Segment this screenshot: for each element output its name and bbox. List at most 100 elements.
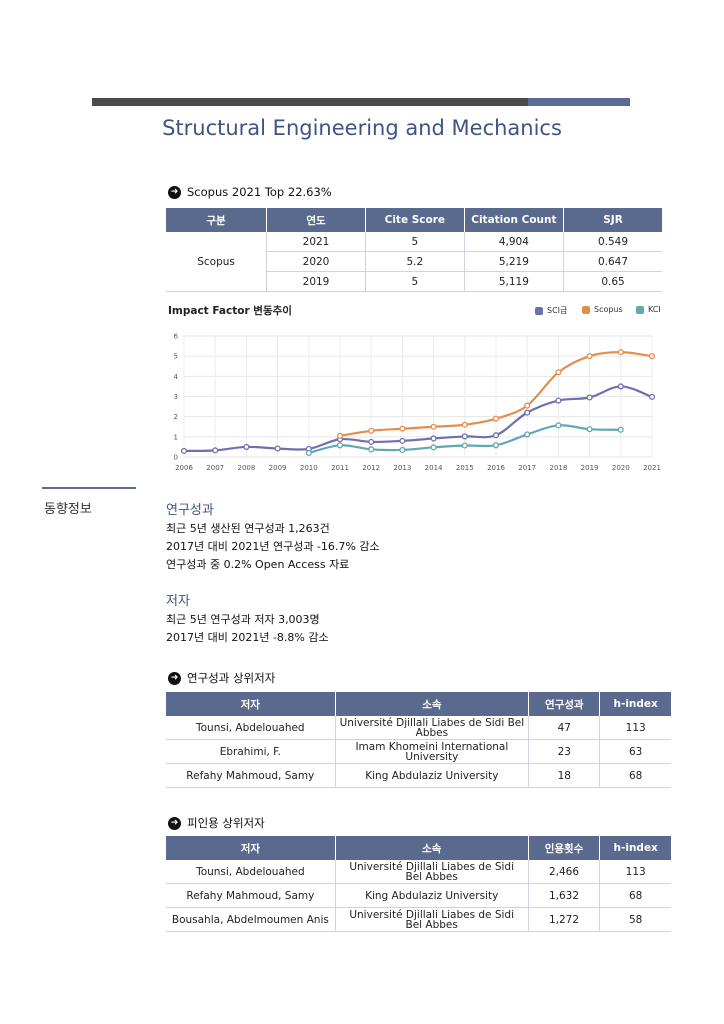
data-point-2	[430, 444, 437, 451]
x-tick-label: 2017	[518, 464, 536, 472]
data-point-0	[368, 438, 375, 445]
data-point-0	[243, 443, 250, 450]
data-point-2	[492, 442, 500, 449]
y-tick-label: 4	[174, 373, 179, 381]
table-cell: Ebrahimi, F.	[166, 739, 336, 764]
table-cell: Université Djillali Liabes de Sidi Bel A…	[335, 716, 530, 740]
x-tick-label: 2016	[487, 464, 505, 472]
col-header: 연도	[266, 208, 366, 232]
table-cell: 4,904	[464, 232, 565, 252]
data-point-1	[461, 421, 468, 428]
x-tick-label: 2013	[393, 464, 411, 472]
research-line: 연구성과 중 0.2% Open Access 자료	[166, 558, 350, 571]
y-tick-label: 3	[174, 393, 178, 401]
data-point-1	[524, 402, 531, 409]
sidebar-label: 동향정보	[44, 502, 92, 517]
x-tick-label: 2019	[581, 464, 599, 472]
table-cell: 5,119	[464, 271, 565, 292]
table-cell: Tounsi, Abdelouahed	[166, 860, 336, 884]
col-header: 저자	[166, 692, 336, 716]
data-point-2	[555, 422, 562, 429]
table-row: Tounsi, Abdelouahed Université Djillali …	[166, 860, 671, 884]
y-tick-label: 6	[174, 333, 179, 341]
data-point-2	[336, 442, 344, 449]
data-point-0	[492, 432, 500, 439]
table-cell: 1,632	[528, 883, 601, 908]
legend-item-kci: KCI	[636, 305, 661, 314]
table-cell: 5	[365, 232, 465, 252]
table-cell: Université Djillali Liabes de Sidi Bel A…	[335, 907, 529, 932]
x-tick-label: 2010	[300, 464, 318, 472]
authors-heading: 저자	[166, 594, 190, 609]
table-row: Tounsi, Abdelouahed Université Djillali …	[166, 716, 671, 740]
table-row: 2020 5.2 5,219 0.647	[166, 251, 662, 272]
data-point-0	[461, 433, 468, 440]
top-cited-heading: ➜ 피인용 상위저자	[168, 815, 265, 831]
data-point-0	[180, 447, 188, 454]
top-authors-table: 저자 소속 연구성과 h-index Tounsi, Abdelouahed U…	[166, 692, 671, 788]
data-point-1	[430, 423, 437, 430]
arrow-right-icon: ➜	[168, 185, 181, 199]
table-cell: Tounsi, Abdelouahed	[166, 716, 336, 740]
legend-label: SCI급	[547, 306, 568, 315]
x-tick-label: 2012	[362, 464, 380, 472]
page-title: Structural Engineering and Mechanics	[162, 116, 562, 140]
data-point-0	[212, 447, 219, 454]
table-cell: 18	[528, 763, 601, 788]
data-point-0	[399, 437, 406, 444]
data-point-1	[555, 369, 562, 376]
col-header: Cite Score	[365, 208, 465, 232]
col-header: SJR	[563, 208, 662, 232]
table-row: Refahy Mahmoud, Samy King Abdulaziz Univ…	[166, 763, 671, 788]
sidebar-divider	[42, 487, 136, 489]
legend-label: KCI	[648, 305, 661, 314]
table-cell: Université Djillali Liabes de Sidi Bel A…	[335, 860, 529, 884]
table-cell: King Abdulaziz University	[335, 883, 529, 908]
table-row: Bousahla, Abdelmoumen Anis Université Dj…	[166, 907, 671, 932]
data-point-0	[648, 393, 656, 400]
chart-title: Impact Factor 변동추이	[168, 305, 292, 317]
arrow-right-icon: ➜	[168, 816, 181, 830]
data-point-0	[617, 383, 624, 390]
scopus-heading-text: Scopus 2021 Top 22.63%	[187, 185, 332, 199]
data-point-0	[586, 394, 593, 401]
table-row: Ebrahimi, F. Imam Khomeini International…	[166, 739, 671, 764]
col-header: h-index	[599, 692, 671, 716]
x-tick-label: 2014	[425, 464, 443, 472]
data-point-1	[399, 425, 406, 432]
scopus-heading: ➜ Scopus 2021 Top 22.63%	[168, 185, 332, 199]
table-cell: Refahy Mahmoud, Samy	[166, 883, 336, 908]
data-point-2	[617, 426, 624, 433]
y-tick-label: 0	[174, 454, 178, 462]
table-cell: 5	[365, 271, 465, 292]
series-line-0	[183, 385, 653, 453]
table-cell: 0.65	[563, 271, 662, 292]
table-cell: Refahy Mahmoud, Samy	[166, 763, 336, 788]
data-point-2	[368, 446, 375, 453]
legend-swatch	[636, 305, 644, 314]
table-cell: 0.549	[563, 232, 662, 252]
data-point-0	[274, 445, 281, 452]
authors-line: 2017년 대비 2021년 -8.8% 감소	[166, 631, 329, 644]
data-point-1	[586, 353, 593, 360]
table-cell: 2,466	[528, 860, 601, 884]
header-bar	[92, 98, 630, 106]
col-header: 소속	[335, 692, 530, 716]
table-cell: 2021	[266, 232, 366, 252]
table-row: Scopus 2021 5 4,904 0.549	[166, 232, 662, 292]
impact-factor-chart: 0 1 2 3 4 5 6 2006 2007 2008 2009 2010 2011 2012 2013 2…	[174, 333, 661, 473]
table-cell: Bousahla, Abdelmoumen Anis	[166, 907, 336, 932]
data-point-1	[336, 432, 344, 439]
legend-label: Scopus	[594, 305, 623, 314]
x-tick-label: 2020	[612, 464, 630, 472]
col-header: 소속	[335, 836, 529, 860]
table-cell: 5.2	[365, 251, 465, 272]
table-cell: 63	[599, 739, 671, 764]
legend-swatch	[535, 306, 543, 315]
legend-swatch	[582, 305, 590, 314]
data-point-0	[555, 397, 562, 404]
data-point-2	[461, 442, 468, 449]
y-tick-label: 1	[174, 433, 178, 441]
table-cell: 2019	[266, 271, 366, 292]
research-line: 최근 5년 생산된 연구성과 1,263건	[166, 522, 330, 535]
